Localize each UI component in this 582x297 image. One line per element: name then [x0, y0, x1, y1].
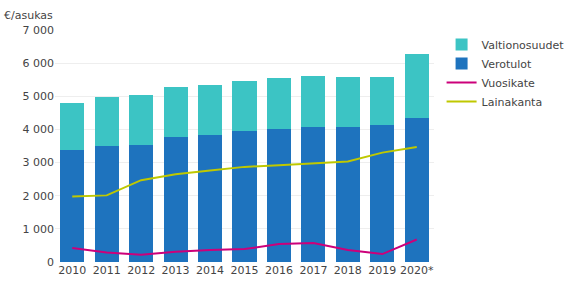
- svg-text:1 000: 1 000: [23, 223, 55, 236]
- svg-text:2010: 2010: [58, 264, 86, 277]
- svg-text:2013: 2013: [162, 264, 190, 277]
- svg-text:2020*: 2020*: [400, 264, 434, 277]
- svg-text:Lainakanta: Lainakanta: [482, 96, 543, 109]
- svg-text:4 000: 4 000: [23, 123, 55, 136]
- svg-text:2019: 2019: [368, 264, 396, 277]
- svg-text:2018: 2018: [334, 264, 362, 277]
- svg-text:0: 0: [47, 256, 54, 269]
- svg-text:2014: 2014: [196, 264, 224, 277]
- svg-text:2015: 2015: [231, 264, 259, 277]
- svg-text:7 000: 7 000: [23, 24, 55, 37]
- svg-text:3 000: 3 000: [23, 156, 55, 169]
- svg-text:2 000: 2 000: [23, 190, 55, 203]
- svg-text:2012: 2012: [127, 264, 155, 277]
- svg-text:Valtionosuudet: Valtionosuudet: [482, 39, 565, 52]
- svg-text:5 000: 5 000: [23, 90, 55, 103]
- svg-text:€/asukas: €/asukas: [4, 9, 53, 22]
- svg-text:Vuosikate: Vuosikate: [482, 77, 535, 90]
- svg-text:2017: 2017: [299, 264, 327, 277]
- svg-text:6 000: 6 000: [23, 57, 55, 70]
- svg-text:Verotulot: Verotulot: [482, 58, 533, 71]
- svg-text:2016: 2016: [265, 264, 293, 277]
- svg-text:2011: 2011: [93, 264, 121, 277]
